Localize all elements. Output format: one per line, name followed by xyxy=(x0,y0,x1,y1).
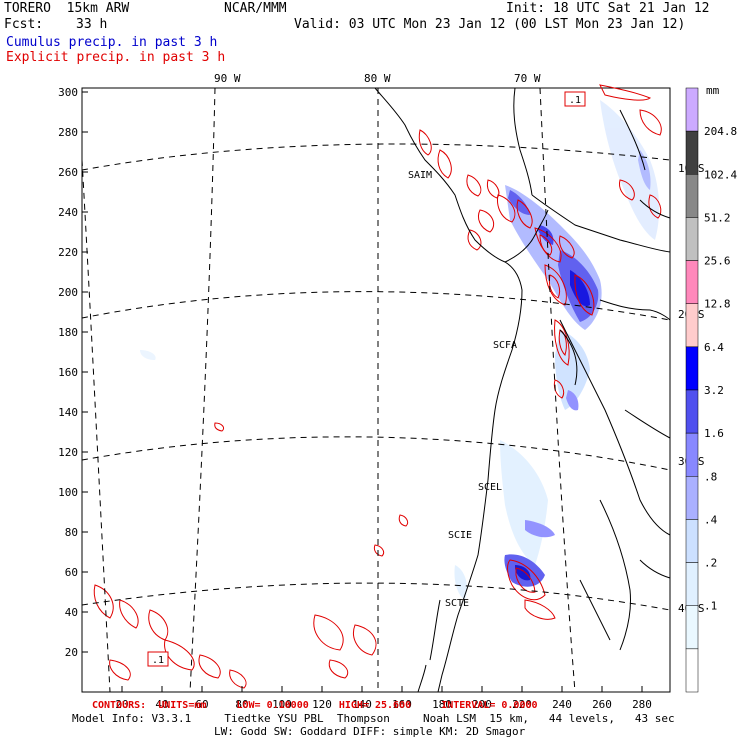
bottom-tick-label: 240 xyxy=(552,698,572,711)
colorbar-swatch xyxy=(685,648,699,693)
station-label: SCTE xyxy=(445,598,469,609)
colorbar-level-label: 51.2 xyxy=(704,211,731,224)
station-labels: SAIM SCFA SCEL SCIE SCTE xyxy=(408,170,517,609)
colorbar-swatch xyxy=(685,87,699,132)
bottom-tick-label: 260 xyxy=(592,698,612,711)
colorbar-swatch xyxy=(685,217,699,261)
colorbar-level-label: .8 xyxy=(704,470,717,483)
fcst-label: Fcst: xyxy=(4,17,44,32)
colorbar-swatch xyxy=(685,476,699,520)
box-label-2: .1 xyxy=(152,655,164,666)
org-title: NCAR/MMM xyxy=(224,1,287,16)
cumulus-title: Cumulus precip. in past 3 h xyxy=(6,35,218,50)
station-label: SCEL xyxy=(478,482,502,493)
colorbar-swatch xyxy=(685,260,699,304)
lon-label: 70 W xyxy=(514,72,541,85)
left-tick-label: 300 xyxy=(58,86,78,99)
colorbar-swatch xyxy=(685,346,699,391)
bottom-tick-label: 80 xyxy=(235,698,248,711)
colorbar-swatch xyxy=(685,432,699,477)
left-tick-label: 200 xyxy=(58,286,78,299)
model-title: TORERO 15km ARW xyxy=(4,1,130,16)
bottom-tick-label: 120 xyxy=(312,698,332,711)
left-tick-label: 140 xyxy=(58,406,78,419)
left-tick-label: 20 xyxy=(65,646,78,659)
left-tick-label: 180 xyxy=(58,326,78,339)
coastline xyxy=(374,87,671,693)
colorbar-level-label: .2 xyxy=(704,557,717,570)
bottom-tick-label: 280 xyxy=(632,698,652,711)
left-tick-label: 60 xyxy=(65,566,78,579)
colorbar-swatch xyxy=(685,130,699,175)
valid-time: Valid: 03 UTC Mon 23 Jan 12 (00 LST Mon … xyxy=(294,17,686,32)
colorbar-unit: mm xyxy=(706,84,720,97)
explicit-title: Explicit precip. in past 3 h xyxy=(6,50,226,65)
colorbar: 204.8 102.4 51.2 25.6 12.8 6.4 3.2 1.6 .8 .4 .2 .1 xyxy=(685,87,737,693)
bottom-tick-label: 220 xyxy=(512,698,532,711)
bottom-tick-label: 140 xyxy=(352,698,372,711)
colorbar-level-label: 6.4 xyxy=(704,341,724,354)
left-tick-label: 280 xyxy=(58,126,78,139)
colorbar-level-label: .4 xyxy=(704,513,718,526)
left-tick-label: 260 xyxy=(58,166,78,179)
station-label: SCFA xyxy=(493,340,517,351)
top-lon-labels: 90 W 80 W 70 W xyxy=(214,72,541,85)
contours-info: CONTOURS: UNITS=mm LOW= 0.10000 HIGH= 25… xyxy=(92,700,538,711)
colorbar-swatch xyxy=(685,303,699,348)
bottom-tick-label: 60 xyxy=(195,698,208,711)
left-axis-ticks: 20 40 60 80 100 120 140 160 180 200 220 240 260 280 30… xyxy=(58,86,88,659)
bottom-tick-label: 40 xyxy=(155,698,168,711)
lon-label: 90 W xyxy=(214,72,241,85)
left-tick-label: 220 xyxy=(58,246,78,259)
bottom-axis-ticks: 20 40 60 80 100 120 140 160 180 200 220 240 260 280 xyxy=(115,686,652,711)
cumulus-precip-shading xyxy=(140,100,660,600)
colorbar-level-label: 25.6 xyxy=(704,255,731,268)
colorbar-swatch xyxy=(685,389,699,434)
fcst-value: 33 h xyxy=(76,17,108,32)
box-label-1: .1 xyxy=(569,95,581,106)
lat-lon-grid xyxy=(81,87,671,693)
bottom-tick-label: 200 xyxy=(472,698,492,711)
colorbar-swatch xyxy=(685,519,699,563)
model-info: Model Info: V3.3.1 Tiedtke YSU PBL Thomp… xyxy=(72,712,675,725)
colorbar-level-label: 1.6 xyxy=(704,427,724,440)
left-tick-label: 40 xyxy=(65,606,78,619)
model-info-2: LW: Godd SW: Goddard DIFF: simple KM: 2D… xyxy=(214,725,526,738)
colorbar-level-label: 12.8 xyxy=(704,298,731,311)
lon-label: 80 W xyxy=(364,72,391,85)
left-tick-label: 120 xyxy=(58,446,78,459)
bottom-tick-label: 100 xyxy=(272,698,292,711)
colorbar-swatch xyxy=(685,174,699,218)
label-boxes xyxy=(147,91,586,667)
left-tick-label: 100 xyxy=(58,486,78,499)
colorbar-swatch xyxy=(685,562,699,606)
colorbar-level-label: 3.2 xyxy=(704,384,724,397)
left-tick-label: 160 xyxy=(58,366,78,379)
station-label: SCIE xyxy=(448,530,472,541)
colorbar-level-label: 204.8 xyxy=(704,125,737,138)
left-tick-label: 240 xyxy=(58,206,78,219)
colorbar-swatch xyxy=(685,605,699,650)
explicit-precip-contours xyxy=(93,84,662,689)
station-label: SAIM xyxy=(408,170,432,181)
colorbar-level-label: 102.4 xyxy=(704,168,737,181)
bottom-tick-label: 20 xyxy=(115,698,128,711)
left-tick-label: 80 xyxy=(65,526,78,539)
bottom-tick-label: 160 xyxy=(392,698,412,711)
colorbar-level-label: .1 xyxy=(704,600,717,613)
bottom-tick-label: 180 xyxy=(432,698,452,711)
init-time: Init: 18 UTC Sat 21 Jan 12 xyxy=(506,1,710,16)
